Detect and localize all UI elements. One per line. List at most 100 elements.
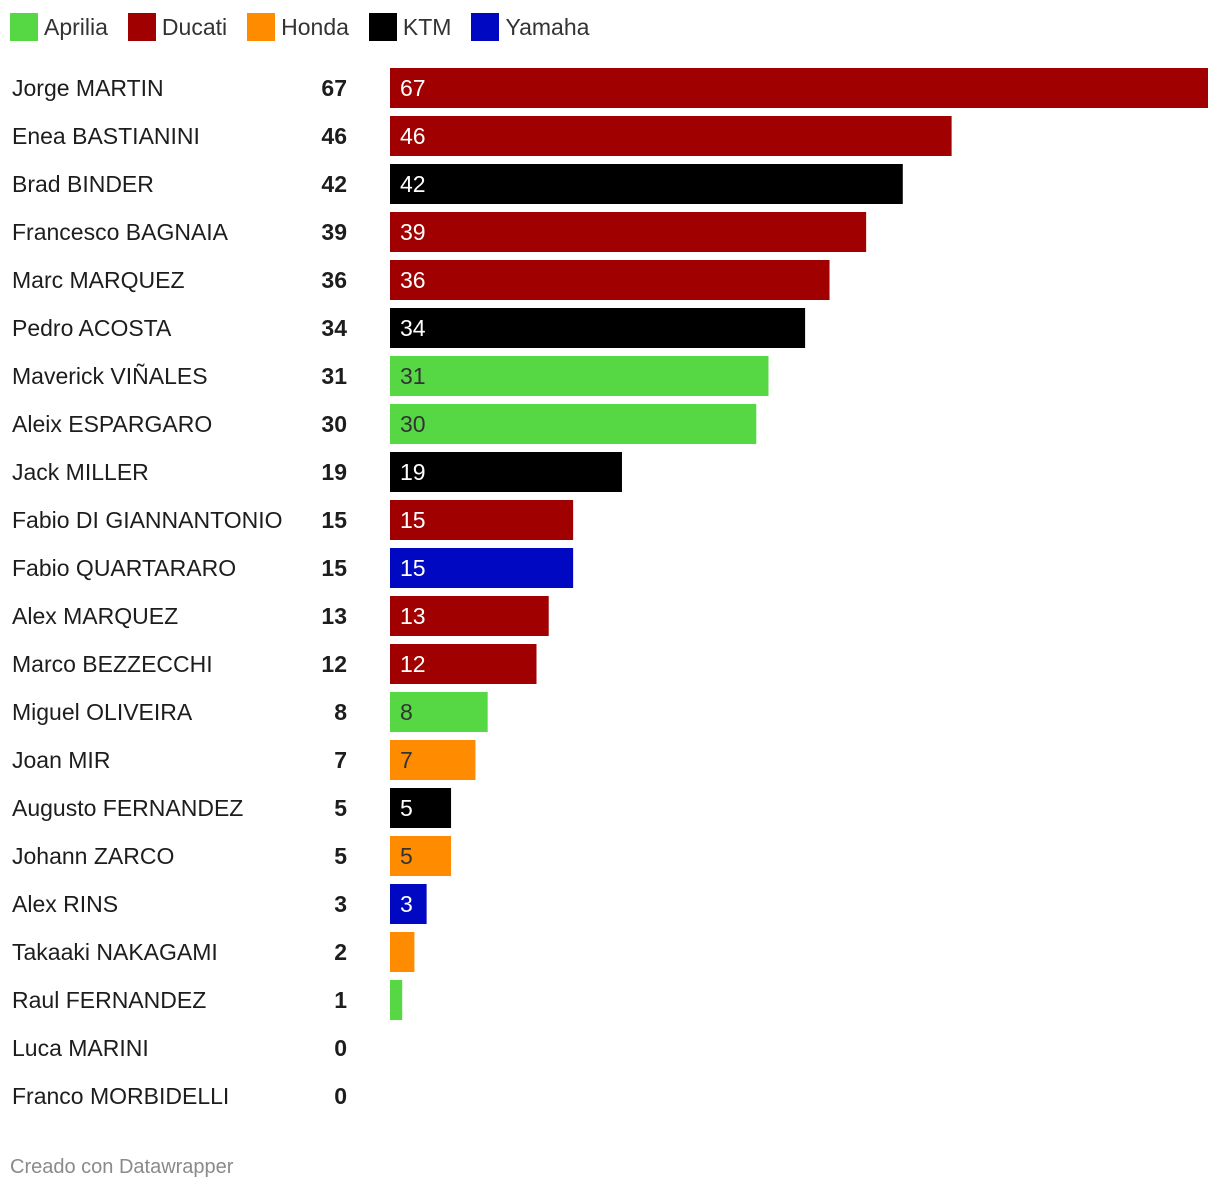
rider-points: 2	[334, 939, 347, 965]
bar	[390, 740, 476, 780]
rider-points: 0	[334, 1083, 347, 1109]
rider-points: 31	[321, 363, 347, 389]
bar	[390, 116, 952, 156]
rider-name: Luca MARINI	[12, 1035, 149, 1061]
bar-row: Marc MARQUEZ 36 36	[12, 260, 830, 300]
bar-row: Franco MORBIDELLI 0	[12, 1083, 347, 1109]
bar	[390, 164, 903, 204]
rider-name: Pedro ACOSTA	[12, 315, 172, 341]
bar-row: Fabio QUARTARARO 15 15	[12, 548, 574, 588]
legend-swatch	[368, 13, 397, 41]
bar	[390, 788, 452, 828]
legend-item-aprilia: Aprilia	[10, 13, 108, 41]
bar	[390, 68, 1208, 108]
bar-row: Luca MARINI 0	[12, 1035, 347, 1061]
rider-name: Francesco BAGNAIA	[12, 219, 229, 245]
rider-name: Enea BASTIANINI	[12, 123, 200, 149]
legend-label: Ducati	[161, 13, 228, 40]
rider-points: 13	[321, 603, 347, 629]
rider-points: 67	[321, 75, 347, 101]
bar-row: Raul FERNANDEZ 1	[12, 980, 403, 1020]
rider-name: Marc MARQUEZ	[12, 267, 185, 293]
rider-name: Alex RINS	[12, 891, 118, 917]
rider-name: Augusto FERNANDEZ	[12, 795, 243, 821]
bar	[390, 980, 403, 1020]
bar-value-label: 15	[400, 555, 426, 581]
legend-label: Yamaha	[505, 13, 590, 40]
bar-row: Aleix ESPARGARO 30 30	[12, 404, 757, 444]
legend-item-ktm: KTM	[368, 13, 452, 41]
bar-value-label: 3	[400, 891, 413, 917]
rider-points: 42	[321, 171, 347, 197]
bar	[390, 836, 452, 876]
legend-label: Honda	[281, 13, 349, 40]
rider-name: Fabio DI GIANNANTONIO	[12, 507, 283, 533]
credit-text: Creado con Datawrapper	[10, 1156, 234, 1178]
bar	[390, 404, 757, 444]
bar	[390, 308, 806, 348]
legend-label: KTM	[402, 13, 452, 40]
rider-name: Joan MIR	[12, 747, 110, 773]
bar	[390, 884, 427, 924]
bar-row: Pedro ACOSTA 34 34	[12, 308, 806, 348]
rider-name: Jorge MARTIN	[12, 75, 164, 101]
rider-points: 36	[321, 267, 347, 293]
bar-row: Takaaki NAKAGAMI 2	[12, 932, 415, 972]
bar-value-label: 5	[400, 795, 413, 821]
bar	[390, 500, 574, 540]
legend-label: Aprilia	[44, 13, 108, 40]
bar-value-label: 12	[400, 651, 426, 677]
rider-name: Johann ZARCO	[12, 843, 174, 869]
legend-item-honda: Honda	[247, 13, 349, 41]
bar-row: Maverick VIÑALES 31 31	[12, 356, 769, 396]
rider-name: Maverick VIÑALES	[12, 363, 208, 389]
rider-points: 1	[334, 987, 347, 1013]
bar-row: Francesco BAGNAIA 39 39	[12, 212, 867, 252]
bar-value-label: 67	[400, 75, 426, 101]
bar	[390, 644, 537, 684]
bar	[390, 932, 415, 972]
rider-name: Fabio QUARTARARO	[12, 555, 236, 581]
rider-points: 15	[321, 555, 347, 581]
bar-value-label: 34	[400, 315, 426, 341]
legend-swatch	[471, 13, 500, 41]
bar-value-label: 15	[400, 507, 426, 533]
rider-points: 0	[334, 1035, 347, 1061]
rider-points: 7	[334, 747, 347, 773]
rider-name: Alex MARQUEZ	[12, 603, 178, 629]
rider-points: 39	[321, 219, 347, 245]
bar-row: Alex RINS 3 3	[12, 884, 427, 924]
rider-points: 30	[321, 411, 347, 437]
rider-name: Franco MORBIDELLI	[12, 1083, 229, 1109]
legend-swatch	[247, 13, 276, 41]
rider-points: 34	[321, 315, 347, 341]
rider-name: Brad BINDER	[12, 171, 154, 197]
rider-points: 19	[321, 459, 347, 485]
bar-value-label: 5	[400, 843, 413, 869]
legend-item-yamaha: Yamaha	[471, 13, 589, 41]
bar-value-label: 30	[400, 411, 426, 437]
bar	[390, 356, 769, 396]
legend-swatch	[127, 13, 156, 41]
bar-value-label: 8	[400, 699, 413, 725]
rider-name: Miguel OLIVEIRA	[12, 699, 193, 725]
bar-row: Enea BASTIANINI 46 46	[12, 116, 952, 156]
rider-points: 5	[334, 795, 347, 821]
bar-value-label: 13	[400, 603, 426, 629]
legend-item-ducati: Ducati	[127, 13, 228, 41]
rider-points: 8	[334, 699, 347, 725]
bar-row: Fabio DI GIANNANTONIO 15 15	[12, 500, 574, 540]
bar-chart: Jorge MARTIN 67 67 Enea BASTIANINI 46 46 Brad …	[12, 68, 1208, 1109]
bar-value-label: 36	[400, 267, 426, 293]
rider-name: Jack MILLER	[12, 459, 149, 485]
bar-value-label: 39	[400, 219, 426, 245]
bar-value-label: 46	[400, 123, 426, 149]
legend-swatch	[10, 13, 38, 41]
bar-row: Alex MARQUEZ 13 13	[12, 596, 549, 636]
bar-row: Miguel OLIVEIRA 8 8	[12, 692, 488, 732]
bar	[390, 692, 488, 732]
bar	[390, 548, 574, 588]
bar-row: Johann ZARCO 5 5	[12, 836, 452, 876]
rider-name: Aleix ESPARGARO	[12, 411, 212, 437]
rider-points: 15	[321, 507, 347, 533]
